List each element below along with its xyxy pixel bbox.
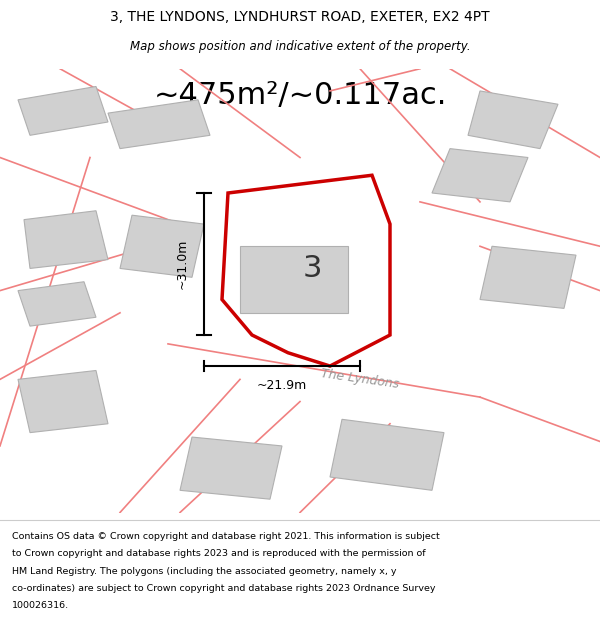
Text: ~21.9m: ~21.9m	[257, 379, 307, 392]
Text: HM Land Registry. The polygons (including the associated geometry, namely x, y: HM Land Registry. The polygons (includin…	[12, 566, 397, 576]
Polygon shape	[24, 211, 108, 269]
Text: ~31.0m: ~31.0m	[176, 239, 189, 289]
Polygon shape	[120, 215, 204, 278]
Text: Contains OS data © Crown copyright and database right 2021. This information is : Contains OS data © Crown copyright and d…	[12, 532, 440, 541]
Text: Map shows position and indicative extent of the property.: Map shows position and indicative extent…	[130, 40, 470, 52]
Text: The Lyndons: The Lyndons	[320, 368, 400, 391]
Text: 3: 3	[302, 254, 322, 283]
Polygon shape	[18, 371, 108, 432]
Polygon shape	[240, 246, 348, 312]
Polygon shape	[480, 246, 576, 308]
Text: 100026316.: 100026316.	[12, 601, 69, 611]
Polygon shape	[432, 149, 528, 202]
Text: to Crown copyright and database rights 2023 and is reproduced with the permissio: to Crown copyright and database rights 2…	[12, 549, 425, 558]
Polygon shape	[18, 86, 108, 136]
Text: co-ordinates) are subject to Crown copyright and database rights 2023 Ordnance S: co-ordinates) are subject to Crown copyr…	[12, 584, 436, 593]
Polygon shape	[468, 91, 558, 149]
Polygon shape	[108, 100, 210, 149]
Text: 3, THE LYNDONS, LYNDHURST ROAD, EXETER, EX2 4PT: 3, THE LYNDONS, LYNDHURST ROAD, EXETER, …	[110, 9, 490, 24]
Text: ~475m²/~0.117ac.: ~475m²/~0.117ac.	[154, 81, 446, 110]
Polygon shape	[330, 419, 444, 490]
Polygon shape	[180, 437, 282, 499]
Polygon shape	[18, 282, 96, 326]
